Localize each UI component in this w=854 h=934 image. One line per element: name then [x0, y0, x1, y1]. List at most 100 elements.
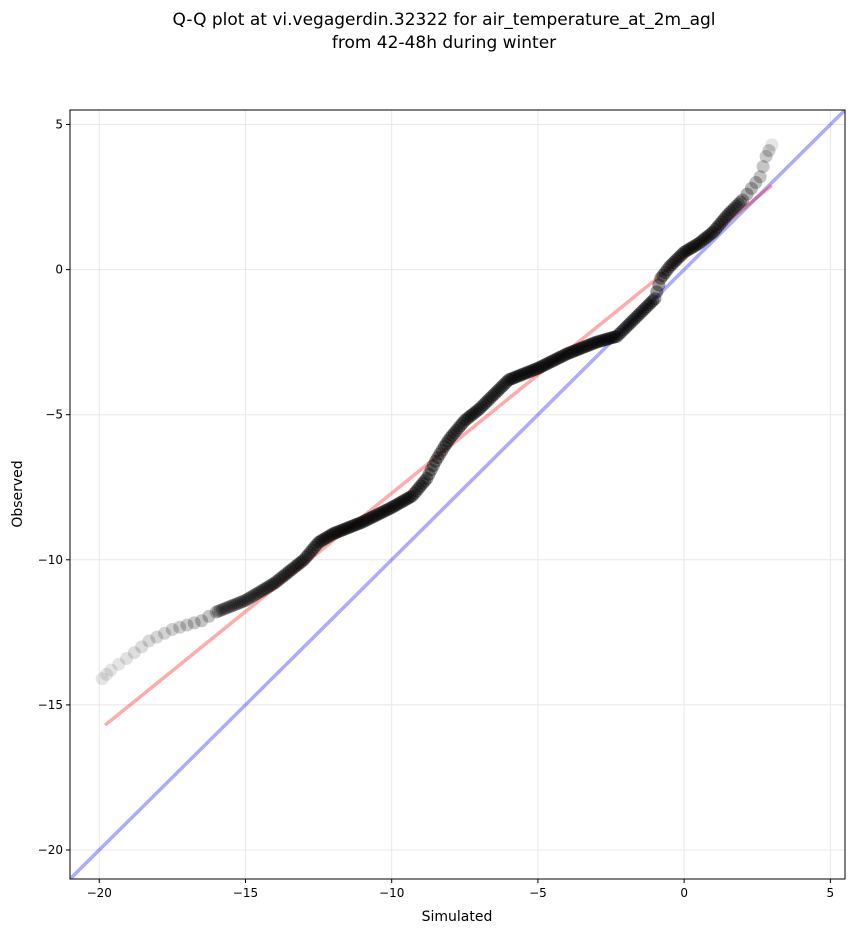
quantile-point: [500, 375, 514, 389]
quantile-point: [481, 394, 495, 408]
quantile-point: [405, 489, 419, 503]
quantile-point: [95, 672, 109, 686]
quantile-point: [426, 458, 440, 472]
x-tick-label: −5: [529, 886, 547, 900]
quantile-point: [681, 243, 695, 257]
quantile-point: [372, 507, 386, 521]
x-tick-label: 5: [827, 886, 835, 900]
quantile-point: [485, 389, 499, 403]
quantile-point: [514, 368, 528, 382]
quantile-point: [506, 371, 520, 385]
quantile-point: [343, 520, 357, 534]
quantile-point: [686, 240, 700, 254]
quantile-point: [276, 569, 290, 583]
quantile-point: [562, 346, 576, 360]
quantile-point: [729, 199, 743, 213]
quantile-point: [614, 325, 628, 339]
quantile-point: [241, 592, 255, 606]
y-tick-label: −5: [45, 408, 63, 422]
quantile-point: [504, 372, 518, 386]
quantile-point: [571, 343, 585, 357]
quantile-point: [487, 387, 501, 401]
quantile-point: [449, 423, 463, 437]
quantile-points: [95, 138, 779, 686]
y-tick-label: −20: [38, 843, 63, 857]
quantile-point: [749, 176, 763, 190]
quantile-point: [173, 620, 187, 634]
quantile-point: [429, 454, 443, 468]
quantile-point: [535, 359, 549, 373]
quantile-point: [556, 349, 570, 363]
quantile-point: [675, 247, 689, 261]
quantile-point: [648, 292, 662, 306]
quantile-point: [407, 486, 421, 500]
quantile-point: [575, 341, 589, 355]
quantile-point: [625, 314, 639, 328]
quantile-point: [616, 323, 630, 337]
quantile-point: [383, 502, 397, 516]
quantile-point: [257, 582, 271, 596]
y-tick-label: 0: [55, 263, 63, 277]
quantile-point: [433, 447, 447, 461]
quantile-point: [690, 238, 704, 252]
quantile-point: [445, 428, 459, 442]
quantile-point: [546, 354, 560, 368]
quantile-point: [679, 244, 693, 258]
quantile-point: [594, 334, 608, 348]
quantile-point: [226, 598, 240, 612]
quantile-point: [493, 381, 507, 395]
quantile-point: [385, 501, 399, 515]
quantile-point: [589, 335, 603, 349]
quantile-point: [253, 585, 267, 599]
quantile-point: [495, 379, 509, 393]
quantile-point: [654, 271, 668, 285]
quantile-point: [243, 591, 257, 605]
quantile-point: [218, 602, 232, 616]
quantile-point: [454, 418, 468, 432]
quantile-point: [529, 362, 543, 376]
quantile-point: [711, 220, 725, 234]
quantile-point: [516, 367, 530, 381]
quantile-point: [287, 561, 301, 575]
quantile-point: [537, 358, 551, 372]
quantile-point: [665, 258, 679, 272]
quantile-point: [418, 474, 432, 488]
x-axis-ticks: −20 −15 −10 −5 0 5: [87, 879, 835, 900]
y-axis-label: Observed: [10, 460, 26, 527]
quantile-point: [355, 515, 369, 529]
y-axis-ticks: −20 −15 −10 −5 0 5: [38, 118, 70, 857]
quantile-point: [608, 330, 622, 344]
quantile-point: [370, 508, 384, 522]
quantile-point: [345, 519, 359, 533]
quantile-point: [569, 343, 583, 357]
quantile-point: [598, 333, 612, 347]
quantile-point: [498, 377, 512, 391]
quantile-point: [238, 593, 252, 607]
y-tick-label: −15: [38, 698, 63, 712]
quantile-point: [289, 559, 303, 573]
quantile-point: [489, 385, 503, 399]
quantile-point: [541, 356, 555, 370]
fit-line: [103, 184, 773, 727]
x-tick-label: −15: [233, 886, 258, 900]
quantile-point: [351, 517, 365, 531]
quantile-point: [756, 160, 770, 174]
quantile-point: [635, 304, 649, 318]
quantile-point: [397, 494, 411, 508]
quantile-point: [706, 225, 720, 239]
quantile-point: [644, 296, 658, 310]
quantile-point: [127, 646, 141, 660]
quantile-point: [640, 300, 654, 314]
quantile-point: [671, 251, 685, 265]
quantile-point: [251, 586, 265, 600]
quantile-point: [389, 498, 403, 512]
quantile-point: [230, 597, 244, 611]
quantile-point: [435, 443, 449, 457]
quantile-point: [135, 640, 149, 654]
quantile-point: [715, 215, 729, 229]
quantile-point: [523, 365, 537, 379]
quantile-point: [656, 268, 670, 282]
quantile-point: [270, 574, 284, 588]
quantile-point: [337, 523, 351, 537]
quantile-point: [349, 518, 363, 532]
